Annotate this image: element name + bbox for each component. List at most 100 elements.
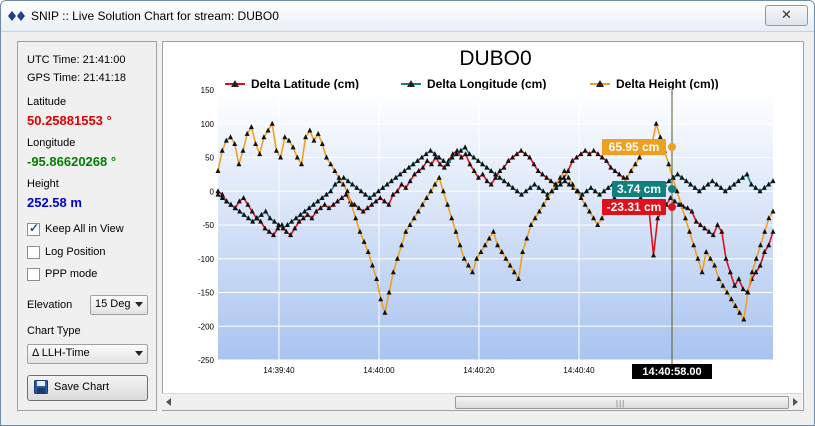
data-point (720, 282, 726, 288)
horizontal-scrollbar[interactable]: ||| (162, 393, 802, 410)
data-point (727, 269, 733, 275)
data-point (501, 164, 507, 170)
data-point (393, 174, 399, 180)
data-point (236, 161, 242, 167)
scrollbar-thumb[interactable]: ||| (455, 396, 789, 409)
data-point (536, 208, 542, 214)
log-position-checkbox[interactable] (27, 246, 40, 259)
data-point (429, 161, 434, 167)
data-point (254, 215, 260, 221)
data-point (532, 181, 537, 187)
data-point (697, 222, 703, 227)
data-point (655, 215, 661, 221)
data-point (240, 147, 246, 153)
data-point (257, 151, 263, 157)
data-point (332, 181, 338, 187)
data-point (232, 141, 238, 146)
data-point (449, 215, 455, 221)
data-point (324, 154, 329, 160)
data-point (770, 208, 776, 214)
elevation-select[interactable]: 15 Deg (90, 295, 148, 315)
data-point (382, 198, 387, 204)
data-point (514, 188, 520, 194)
data-point (514, 151, 520, 157)
chart-area[interactable]: DUBO0 Delta Latitude (cm) Delta Longitude … (162, 41, 804, 411)
legend-marker (231, 80, 239, 87)
log-position-label: Log Position (45, 246, 106, 258)
keep-all-in-view-checkbox[interactable]: ✓ (27, 221, 40, 236)
data-point (709, 178, 715, 184)
data-point (540, 188, 546, 194)
cursor-time-label: 14:40:58.00 (642, 366, 701, 378)
data-point (753, 269, 759, 275)
data-point (687, 228, 692, 234)
legend-label: Delta Longitude (cm) (427, 77, 546, 91)
data-point (357, 228, 363, 234)
close-icon: ✕ (781, 7, 792, 22)
data-point (569, 157, 575, 163)
chart-type-label: Chart Type (27, 325, 81, 337)
data-point (299, 161, 304, 167)
data-point (497, 174, 503, 180)
chevron-down-icon (135, 351, 143, 356)
data-point (691, 242, 697, 248)
live-solution-chart[interactable]: DUBO0 Delta Latitude (cm) Delta Longitude … (163, 42, 803, 394)
data-point (595, 222, 601, 227)
cursor-dot (668, 185, 676, 193)
data-point (311, 137, 317, 143)
chart-type-select[interactable]: Δ LLH-Time (27, 344, 148, 364)
data-point (307, 127, 313, 133)
data-point (265, 127, 271, 133)
scroll-left-icon[interactable] (166, 398, 171, 406)
data-point (519, 191, 524, 197)
data-point (290, 144, 296, 150)
data-point (445, 161, 451, 167)
data-point (497, 168, 503, 173)
data-point (335, 198, 340, 204)
data-point (296, 218, 302, 224)
data-point (261, 134, 267, 140)
data-point (480, 171, 486, 177)
close-button[interactable]: ✕ (765, 5, 808, 26)
save-chart-button[interactable]: Save Chart (27, 375, 148, 401)
cursor-value-box (612, 181, 666, 197)
data-point (689, 208, 695, 214)
data-point (420, 201, 425, 207)
ppp-mode-checkbox[interactable] (27, 268, 40, 281)
data-point (757, 188, 763, 194)
data-point (454, 147, 460, 153)
data-point (343, 191, 349, 197)
data-point (292, 225, 298, 231)
data-point (449, 154, 455, 160)
utc-time: UTC Time: 21:41:00 (27, 54, 126, 66)
data-point (493, 174, 498, 180)
data-point (470, 269, 475, 275)
data-point (294, 154, 300, 160)
data-point (241, 195, 247, 200)
ppp-mode-label: PPP mode (45, 268, 98, 280)
data-point (766, 215, 772, 221)
data-point (723, 255, 729, 261)
data-point (353, 215, 359, 221)
data-point (486, 235, 492, 241)
data-point (536, 184, 542, 190)
scroll-right-icon[interactable] (793, 398, 798, 406)
data-point (273, 147, 279, 153)
data-point (616, 171, 622, 177)
data-point (679, 174, 685, 180)
data-point (758, 242, 763, 248)
data-point (732, 303, 738, 308)
longitude-label: Longitude (27, 137, 76, 149)
data-point (592, 188, 598, 194)
data-point (237, 208, 243, 214)
data-point (390, 191, 396, 197)
data-point (591, 215, 597, 221)
data-point (399, 242, 405, 248)
data-point (407, 178, 413, 184)
data-point (326, 205, 332, 211)
data-point (696, 188, 702, 194)
data-point (722, 188, 728, 194)
data-point (574, 154, 580, 160)
data-point (253, 141, 259, 146)
